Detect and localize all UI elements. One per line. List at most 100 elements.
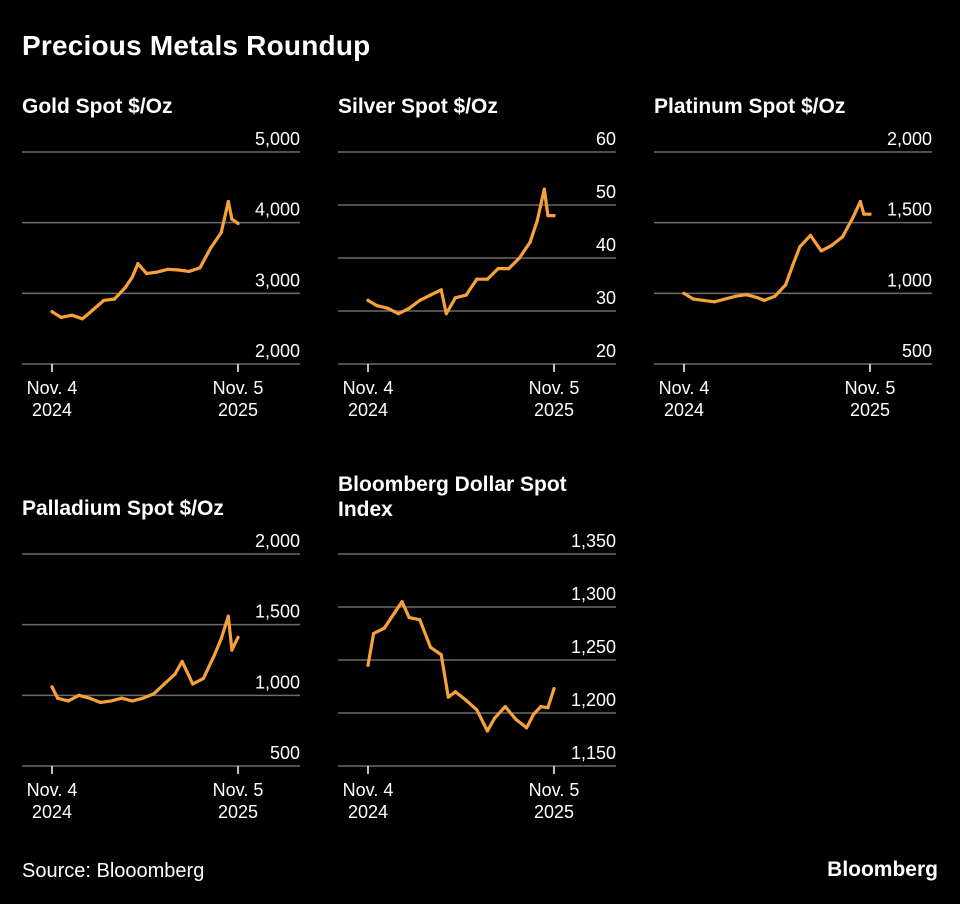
data-point [734,294,738,298]
data-point [691,297,695,301]
data-point [50,310,54,314]
data-point [428,293,433,297]
data-point [840,235,845,239]
data-point [524,726,529,730]
data-point [453,296,458,300]
data-point [91,307,95,312]
data-point [162,682,166,686]
x-tick-label: Nov. 4 [659,378,710,398]
data-point [428,645,433,649]
y-tick-label: 3,000 [255,270,300,290]
data-point [375,304,379,308]
y-tick-label: 4,000 [255,200,300,220]
data-point [80,317,85,321]
x-tick-label: Nov. 4 [343,780,394,800]
x-tick-label: Nov. 5 [213,780,264,800]
y-tick-label: 2,000 [255,531,300,551]
data-point [236,635,240,639]
data-point [464,293,468,297]
data-point [453,690,458,694]
data-point [723,297,727,301]
y-tick-label: 1,300 [571,584,616,604]
data-point [120,696,124,700]
platinum-chart-title: Platinum Spot $/Oz [654,95,846,118]
data-point [136,262,140,266]
data-point [382,626,386,630]
x-tick-label: Nov. 4 [27,378,78,398]
y-tick-label: 2,000 [255,341,300,361]
data-point [418,618,422,622]
data-point [507,267,511,271]
data-point [418,298,422,302]
data-point [444,312,448,316]
x-tick-label: Nov. 4 [343,378,394,398]
y-tick-label: 40 [596,235,616,255]
data-point [819,249,823,253]
data-point [830,243,834,247]
data-point [88,696,92,700]
data-point [546,706,550,710]
x-tick-label: 2025 [534,802,574,822]
data-point [773,294,777,298]
data-point [77,693,81,697]
data-point [546,214,550,218]
y-tick-label: 20 [596,341,616,361]
data-point [851,215,855,219]
y-tick-label: 1,000 [887,270,932,290]
data-point [109,699,113,703]
page-title: Precious Metals Roundup [22,30,371,61]
y-tick-label: 500 [902,341,932,361]
data-point [791,263,795,267]
data-point [130,275,134,279]
data-point [386,306,390,310]
data-point [682,291,686,295]
data-point [55,696,60,700]
y-tick-label: 5,000 [255,129,300,149]
series-line [50,199,240,321]
data-point [744,293,749,297]
x-tick-label: 2024 [664,400,704,420]
data-point [702,298,706,302]
data-point [98,700,102,704]
data-point [112,297,117,301]
data-point [858,199,862,204]
y-tick-label: 50 [596,182,616,202]
x-tick-label: Nov. 4 [27,780,78,800]
silver-chart-title: Silver Spot $/Oz [338,95,498,118]
x-tick-label: Nov. 5 [845,378,896,398]
data-point [230,648,234,652]
data-point [407,616,411,620]
x-tick-label: 2025 [850,400,890,420]
x-tick-label: 2025 [218,400,258,420]
data-point [400,600,404,604]
y-tick-label: 1,500 [887,200,932,220]
data-point [868,212,872,216]
x-tick-label: 2024 [32,400,72,420]
data-point [50,685,54,689]
data-point [862,212,866,216]
data-point [66,699,70,703]
x-tick-label: 2025 [218,802,258,822]
data-point [366,663,370,667]
data-point [396,312,401,316]
data-point [226,199,230,204]
data-point [528,240,532,244]
palladium-chart-title: Palladium Spot $/Oz [22,497,224,520]
y-tick-label: 1,000 [255,672,300,692]
data-point [371,631,376,636]
data-point [393,610,397,614]
data-point [475,277,479,281]
data-point [407,306,411,310]
series-line [50,614,240,704]
data-point [176,268,181,272]
data-point [514,717,518,721]
y-tick-label: 1,250 [571,637,616,657]
x-tick-label: 2024 [348,802,388,822]
data-point [226,614,230,618]
y-tick-label: 30 [596,288,616,308]
data-point [539,705,543,709]
data-point [439,288,443,292]
